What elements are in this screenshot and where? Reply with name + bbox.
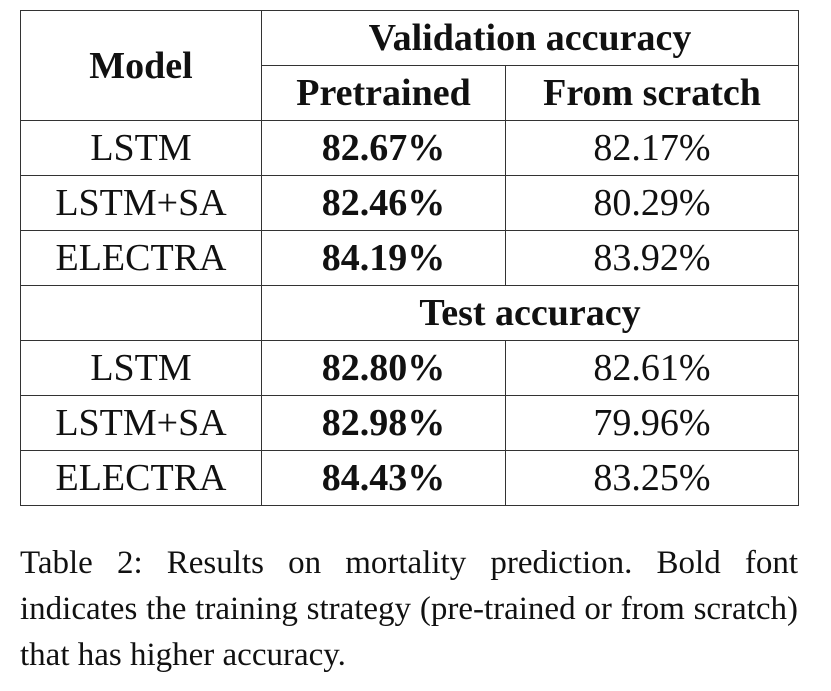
header-cell: From scratch <box>505 65 799 121</box>
header-row: Pretrained From scratch <box>21 65 799 121</box>
accuracy-cell: 82.46% <box>261 175 506 231</box>
accuracy-cell: 82.17% <box>505 120 799 176</box>
data-row: LSTM+SA 82.98% 79.96% <box>20 395 799 451</box>
table-body: Model Validation accuracy Pretrained Fro… <box>20 10 799 506</box>
accuracy-cell: 80.29% <box>505 175 799 231</box>
header-cell: Pretrained <box>261 65 506 121</box>
data-row: LSTM+SA 82.46% 80.29% <box>20 175 799 231</box>
accuracy-cell: 79.96% <box>505 395 799 451</box>
empty-cell <box>20 285 262 341</box>
caption: Table 2: Results on mortality prediction… <box>20 545 798 673</box>
data-row: ELECTRA 84.43% 83.25% <box>20 450 799 506</box>
accuracy-cell: 82.67% <box>261 120 506 176</box>
accuracy-cell: 83.92% <box>505 230 799 286</box>
model-cell: LSTM <box>20 120 262 176</box>
data-row: ELECTRA 84.19% 83.92% <box>20 230 799 286</box>
section-row: Test accuracy <box>20 285 799 341</box>
accuracy-cell: 82.98% <box>261 395 506 451</box>
section-title: Test accuracy <box>261 285 799 341</box>
model-cell: LSTM+SA <box>20 395 262 451</box>
accuracy-cell: 82.80% <box>261 340 506 396</box>
data-row: LSTM 82.67% 82.17% <box>20 120 799 176</box>
model-cell: ELECTRA <box>20 450 262 506</box>
results-table: Model Validation accuracy Pretrained Fro… <box>20 10 799 506</box>
header-cell: Model <box>20 10 262 121</box>
accuracy-cell: 84.19% <box>261 230 506 286</box>
data-row: LSTM 82.80% 82.61% <box>20 340 799 396</box>
model-cell: LSTM+SA <box>20 175 262 231</box>
model-cell: LSTM <box>20 340 262 396</box>
accuracy-cell: 84.43% <box>261 450 506 506</box>
section-title: Validation accuracy <box>261 10 799 66</box>
accuracy-cell: 83.25% <box>505 450 799 506</box>
header-row: Model Validation accuracy <box>20 10 799 121</box>
model-cell: ELECTRA <box>20 230 262 286</box>
accuracy-cell: 82.61% <box>505 340 799 396</box>
